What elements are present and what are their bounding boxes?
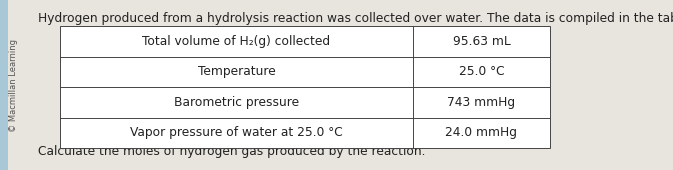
Text: Temperature: Temperature bbox=[197, 65, 275, 78]
Text: Calculate the moles of hydrogen gas produced by the reaction.: Calculate the moles of hydrogen gas prod… bbox=[38, 145, 425, 158]
Text: 24.0 mmHg: 24.0 mmHg bbox=[446, 126, 518, 139]
Bar bbox=[60, 26, 550, 148]
Text: 95.63 mL: 95.63 mL bbox=[452, 35, 510, 48]
Text: Total volume of H₂(g) collected: Total volume of H₂(g) collected bbox=[142, 35, 330, 48]
Text: Vapor pressure of water at 25.0 °C: Vapor pressure of water at 25.0 °C bbox=[130, 126, 343, 139]
Text: 743 mmHg: 743 mmHg bbox=[448, 96, 516, 109]
Text: 25.0 °C: 25.0 °C bbox=[458, 65, 504, 78]
Text: © Macmillan Learning: © Macmillan Learning bbox=[9, 38, 18, 132]
Text: Hydrogen produced from a hydrolysis reaction was collected over water. The data : Hydrogen produced from a hydrolysis reac… bbox=[38, 12, 673, 25]
Text: Barometric pressure: Barometric pressure bbox=[174, 96, 299, 109]
Bar bbox=[0, 0, 8, 170]
